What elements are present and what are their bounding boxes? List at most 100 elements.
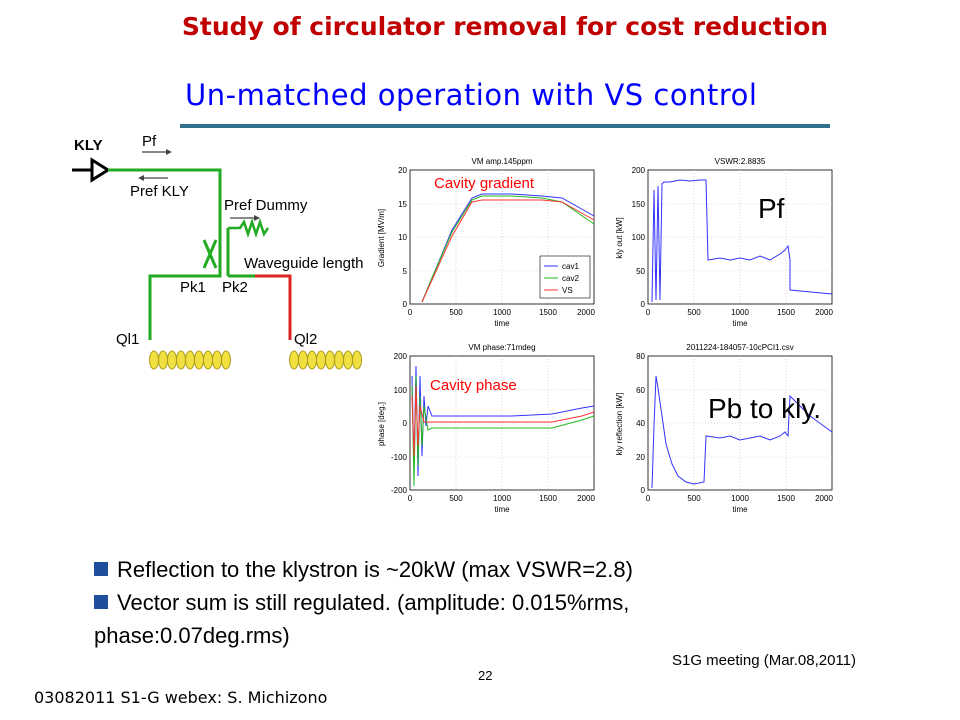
cavity-string-2 [289, 350, 362, 370]
plot1-xtick: 500 [449, 308, 463, 317]
plot2-ytick: 200 [632, 166, 646, 175]
legend-cav1: cav1 [562, 262, 579, 271]
bullet-continuation: phase:0.07deg.rms) [94, 623, 290, 648]
dummy-load-icon [228, 218, 270, 238]
plot4-xtick: 2000 [815, 494, 833, 503]
plot-pf: VSWR:2.8835 time kly out [kW] 0 50 100 1… [615, 157, 833, 328]
plot4-title: 2011224-184057-10cPCI1.csv [686, 343, 793, 352]
slide-title: Study of circulator removal for cost red… [181, 12, 829, 41]
plot2-xtick: 0 [646, 308, 651, 317]
bullet-square-icon [94, 595, 108, 609]
plot3-xtick: 0 [408, 494, 413, 503]
plot1-ytick: 0 [403, 300, 408, 309]
plot4-xtick: 1000 [731, 494, 749, 503]
plot1-legend [539, 255, 591, 299]
plot2-annotation: Pf [758, 193, 785, 224]
plot-cavity-gradient: VM amp.145ppm time Gradient [MV/m] 0 5 1… [377, 157, 595, 328]
plot3-xtick: 500 [449, 494, 463, 503]
plot1-series-cav2 [421, 195, 595, 303]
plot4-ytick: 80 [636, 352, 645, 361]
pref-dummy-arrow-head [254, 215, 260, 221]
cavity-string-1 [149, 350, 231, 370]
plot2-xtick: 1500 [777, 308, 795, 317]
plot1-xlabel: time [494, 319, 510, 328]
pref-dummy-label: Pref Dummy [224, 197, 308, 214]
pf-arrow-head [166, 149, 172, 155]
meeting-label: S1G meeting (Mar.08,2011) [672, 652, 856, 669]
plot2-title: VSWR:2.8835 [715, 157, 766, 166]
plot2-ytick: 0 [641, 300, 646, 309]
plot1-annotation: Cavity gradient [434, 175, 535, 192]
plot4-ylabel: kly reflection [kW] [615, 393, 624, 456]
bullet-text: Reflection to the klystron is ~20kW (max… [117, 557, 633, 582]
pk1-label: Pk1 [180, 279, 206, 296]
kly-label: KLY [74, 137, 103, 154]
plot4-xtick: 0 [646, 494, 651, 503]
plot1-ytick: 10 [398, 233, 407, 242]
bullet-reflection: Reflection to the klystron is ~20kW (max… [94, 557, 633, 583]
hybrid-x-b [202, 239, 218, 269]
ql2-label: Ql2 [294, 331, 317, 348]
waveguide-main [108, 168, 222, 340]
plot3-ylabel: phase [deg.] [377, 402, 386, 446]
klystron-icon [90, 157, 111, 183]
plot2-ylabel: kly out [kW] [615, 217, 624, 258]
plot3-ytick: 100 [394, 386, 408, 395]
page-number: 22 [478, 668, 493, 683]
plot4-ytick: 40 [636, 419, 645, 428]
slide-subtitle: Un-matched operation with VS control [185, 78, 758, 112]
title-rule [180, 124, 830, 128]
plot3-ytick: 200 [394, 352, 408, 361]
legend-cav2: cav2 [562, 274, 579, 283]
plot4-series-reflection [651, 375, 833, 489]
plot4-xtick: 500 [687, 494, 701, 503]
plot3-series-vs [411, 385, 595, 457]
plot-pb-to-kly: 2011224-184057-10cPCI1.csv time kly refl… [615, 343, 833, 514]
plot2-xlabel: time [732, 319, 748, 328]
plot1-xtick: 2000 [577, 308, 595, 317]
plot3-ytick: -100 [391, 453, 408, 462]
plot1-xtick: 1000 [493, 308, 511, 317]
legend-vs: VS [562, 286, 573, 295]
plot-cavity-phase: VM phase:71mdeg time phase [deg.] -200 -… [377, 343, 595, 514]
waveguide-length-label: Waveguide length [244, 255, 364, 272]
plot3-ytick: -200 [391, 486, 408, 495]
pref-kly-arrow-head [138, 175, 144, 181]
plot2-xtick: 2000 [815, 308, 833, 317]
waveguide-length-segment [255, 274, 292, 340]
bullet-text: Vector sum is still regulated. (amplitud… [117, 590, 630, 615]
plot4-xtick: 1500 [777, 494, 795, 503]
plot3-xtick: 1000 [493, 494, 511, 503]
plot1-title: VM amp.145ppm [472, 157, 533, 166]
bullet-square-icon [94, 562, 108, 576]
plot2-series-pf [651, 179, 833, 303]
plot4-xlabel: time [732, 505, 748, 514]
plot4-annotation: Pb to kly. [708, 393, 821, 424]
plot3-annotation: Cavity phase [430, 377, 517, 394]
plot2-xtick: 500 [687, 308, 701, 317]
plot4-ytick: 0 [641, 486, 646, 495]
pk2-label: Pk2 [222, 279, 248, 296]
plot2-ytick: 150 [632, 200, 646, 209]
plot1-ylabel: Gradient [MV/m] [377, 209, 386, 267]
footer: 03082011 S1-G webex: S. Michizono [34, 688, 328, 707]
plot4-ytick: 20 [636, 453, 645, 462]
plot2-xtick: 1000 [731, 308, 749, 317]
plot1-series-vs [421, 199, 595, 303]
ql1-label: Ql1 [116, 331, 139, 348]
plot3-xlabel: time [494, 505, 510, 514]
plot3-xtick: 2000 [577, 494, 595, 503]
plot2-ytick: 50 [636, 267, 645, 276]
pref-kly-label: Pref KLY [130, 183, 189, 200]
plot4-ytick: 60 [636, 386, 645, 395]
pf-label: Pf [142, 133, 157, 150]
plot3-title: VM phase:71mdeg [468, 343, 535, 352]
bullet-vector-sum: Vector sum is still regulated. (amplitud… [94, 590, 629, 616]
plot1-ytick: 15 [398, 200, 407, 209]
plot1-xtick: 0 [408, 308, 413, 317]
plot1-ytick: 20 [398, 166, 407, 175]
plot1-ytick: 5 [403, 267, 408, 276]
plot1-xtick: 1500 [539, 308, 557, 317]
plot3-xtick: 1500 [539, 494, 557, 503]
plot2-ytick: 100 [632, 233, 646, 242]
